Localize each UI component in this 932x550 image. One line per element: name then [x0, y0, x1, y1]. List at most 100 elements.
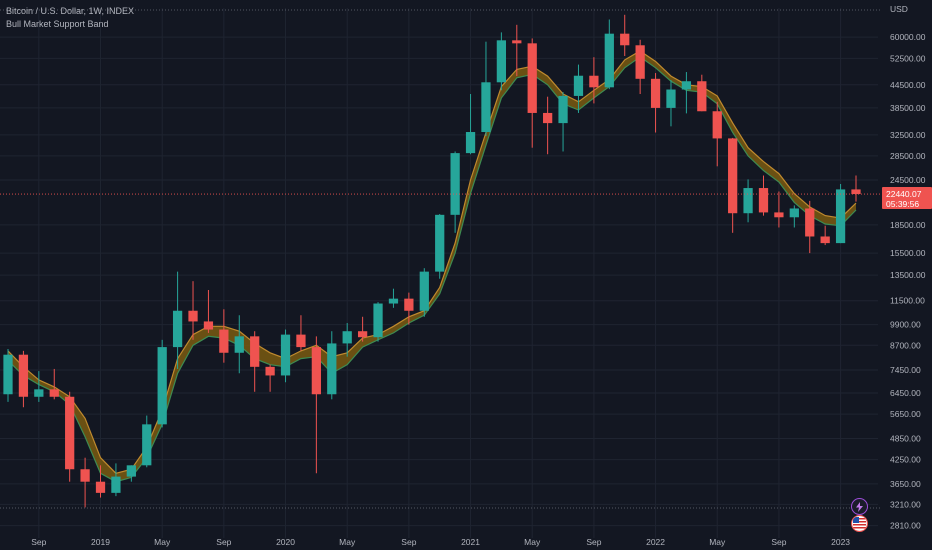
candle-body [65, 396, 75, 470]
candle [157, 339, 167, 428]
candle-body [419, 271, 429, 311]
candle [789, 205, 799, 228]
candle [172, 271, 183, 369]
candle [820, 225, 830, 246]
candle-body [18, 354, 29, 397]
candle [34, 371, 44, 402]
price-tick-label: 44500.00 [890, 80, 926, 90]
time-tick-label: May [154, 537, 171, 547]
currency-label: USD [890, 4, 908, 14]
time-tick-label: 2022 [646, 537, 665, 547]
candle-body [3, 354, 13, 395]
candle [512, 24, 522, 77]
candle-body [373, 303, 383, 338]
candle-body [481, 82, 491, 133]
candle-body [188, 310, 198, 322]
candle-body [49, 389, 59, 397]
price-tick-label: 52500.00 [890, 53, 926, 63]
indicator-title[interactable]: Bull Market Support Band [6, 19, 109, 29]
us-flag-button[interactable] [851, 515, 868, 532]
candle-body [835, 189, 846, 244]
candle-body [234, 336, 244, 353]
candle [697, 74, 707, 112]
candle [18, 350, 29, 408]
time-tick-label: 2021 [461, 537, 480, 547]
candle [3, 348, 13, 402]
candle-body [450, 153, 460, 215]
price-tick-label: 7450.00 [890, 365, 921, 375]
candle-body [280, 334, 291, 376]
candle-body [527, 43, 537, 113]
candle [126, 465, 136, 482]
price-tick-label: 18500.00 [890, 220, 926, 230]
candle [573, 64, 584, 113]
candle-body [327, 343, 337, 395]
chart-legend: Bitcoin / U.S. Dollar, 1W, INDEX Bull Ma… [6, 5, 134, 31]
price-tick-label: 11500.00 [890, 296, 925, 306]
candle [111, 463, 121, 497]
candle [373, 302, 383, 342]
candle [728, 137, 738, 233]
price-axis[interactable]: 60000.00 52500.00 44500.00 38500.00 32500.00… [890, 32, 926, 531]
candle-body [250, 336, 260, 367]
countdown-value: 05:39:56 [886, 199, 919, 209]
candle [142, 415, 152, 468]
candle [234, 315, 244, 374]
candle-body [172, 310, 183, 348]
candle-body [758, 188, 769, 213]
candle [851, 175, 861, 202]
time-axis[interactable]: Sep 2019 May Sep 2020 May Sep 2021 May Sep 2022 May… [31, 537, 850, 547]
symbol-title[interactable]: Bitcoin / U.S. Dollar, 1W, INDEX [6, 6, 135, 16]
candle [435, 214, 445, 279]
candle-body [342, 331, 352, 344]
candle-body [219, 329, 229, 353]
candle [527, 38, 537, 148]
candle-body [728, 138, 738, 214]
candle-body [712, 111, 722, 139]
candle [666, 80, 676, 127]
candle [49, 368, 59, 400]
candle [80, 457, 90, 508]
time-tick-label: 2020 [276, 537, 295, 547]
time-tick-label: Sep [586, 537, 601, 547]
candle-body [543, 112, 553, 124]
candle [743, 179, 753, 223]
time-tick-label: May [709, 537, 726, 547]
price-tick-label: 2810.00 [890, 521, 921, 531]
candle-body [820, 236, 830, 244]
candle [219, 309, 229, 363]
candle-body [851, 189, 861, 195]
candles [3, 14, 861, 508]
us-flag-icon [853, 517, 866, 530]
lightning-button[interactable] [851, 498, 868, 515]
candle-body [404, 298, 414, 311]
time-tick-label: 2019 [91, 537, 110, 547]
price-tick-label: 60000.00 [890, 32, 926, 42]
candle [465, 94, 476, 155]
price-tick-label: 38500.00 [890, 103, 926, 113]
price-tick-label: 28500.00 [890, 151, 926, 161]
candle [635, 39, 645, 95]
time-tick-label: Sep [401, 537, 416, 547]
candle-body [604, 33, 614, 88]
price-tick-label: 8700.00 [890, 340, 921, 350]
candle-body [296, 334, 306, 348]
candle [758, 175, 769, 216]
candle [558, 92, 568, 152]
candle [296, 315, 306, 351]
candle [311, 336, 321, 474]
candle [357, 316, 368, 342]
candle-body [357, 331, 368, 338]
candle [589, 57, 599, 104]
candle-body [789, 208, 799, 218]
candle [280, 329, 291, 383]
candle-body [635, 45, 645, 79]
candle-body [681, 81, 692, 90]
candle-body [80, 469, 90, 482]
candle [388, 288, 399, 308]
candle [65, 391, 75, 482]
price-tick-label: 24500.00 [890, 175, 926, 185]
price-tick-label: 3650.00 [890, 479, 921, 489]
candle-body [142, 424, 152, 466]
